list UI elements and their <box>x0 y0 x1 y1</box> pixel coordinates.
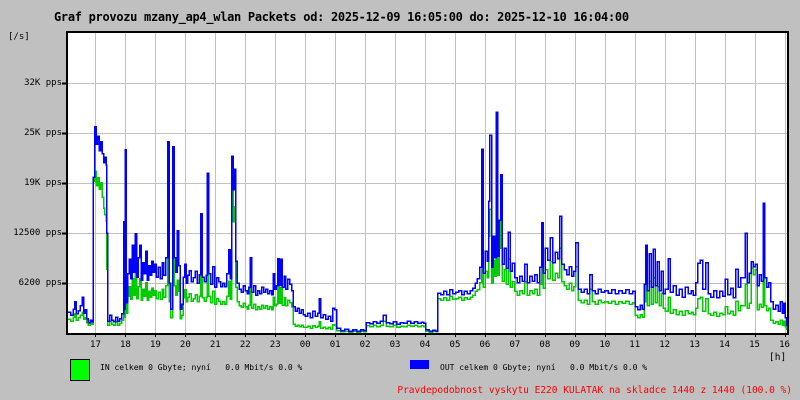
x-axis-label: 00 <box>299 340 311 350</box>
legend-in-swatch <box>70 359 90 381</box>
legend-in-label: IN celkem 0 Gbyte; nyní 0.0 Mbit/s 0.0 % <box>100 363 303 372</box>
x-axis-label: 20 <box>179 340 191 350</box>
x-axis-label: 10 <box>599 340 611 350</box>
x-axis-label: 18 <box>119 340 131 350</box>
x-axis-label: 19 <box>149 340 161 350</box>
x-axis-label: 03 <box>389 340 401 350</box>
x-axis-label: 16 <box>779 340 790 350</box>
x-axis-label: 07 <box>509 340 521 350</box>
x-axis-label: 11 <box>629 340 641 350</box>
x-axis-label: 15 <box>749 340 760 350</box>
x-axis-label: 14 <box>719 340 730 350</box>
status-text: Pravdepodobnost vyskytu E220 KULATAK na … <box>397 385 792 396</box>
legend-out-label: OUT celkem 0 Gbyte; nyní 0.0 Mbit/s 0.0 … <box>440 363 648 372</box>
y-axis-label: 25K pps <box>24 128 62 138</box>
x-axis-label: 13 <box>689 340 701 350</box>
graph-title: Graf provozu mzany_ap4_wlan Packets od: … <box>54 10 629 24</box>
x-axis-label: 12 <box>659 340 671 350</box>
y-axis-label: 19K pps <box>24 178 62 188</box>
x-axis-label: 06 <box>479 340 491 350</box>
y-axis-label: 32K pps <box>24 78 62 88</box>
series-line-out <box>68 111 788 332</box>
y-axis-label: 6200 pps <box>18 278 62 288</box>
x-axis-label: 23 <box>269 340 281 350</box>
x-axis-label: 21 <box>209 340 221 350</box>
x-axis-label: 17 <box>90 340 101 350</box>
plot-border <box>66 31 789 335</box>
x-axis-label: 05 <box>449 340 461 350</box>
x-axis-label: 02 <box>359 340 371 350</box>
y-axis-unit-label: [/s] <box>8 32 30 42</box>
x-axis-unit-label: [h] <box>769 352 787 363</box>
x-axis-label: 08 <box>539 340 551 350</box>
y-axis-label: 12500 pps <box>13 228 62 238</box>
x-axis-label: 04 <box>419 340 431 350</box>
x-axis-label: 22 <box>239 340 251 350</box>
x-axis-label: 01 <box>329 340 341 350</box>
x-axis-label: 09 <box>569 340 581 350</box>
legend-out-swatch <box>410 360 429 369</box>
series-line-in <box>68 170 788 333</box>
